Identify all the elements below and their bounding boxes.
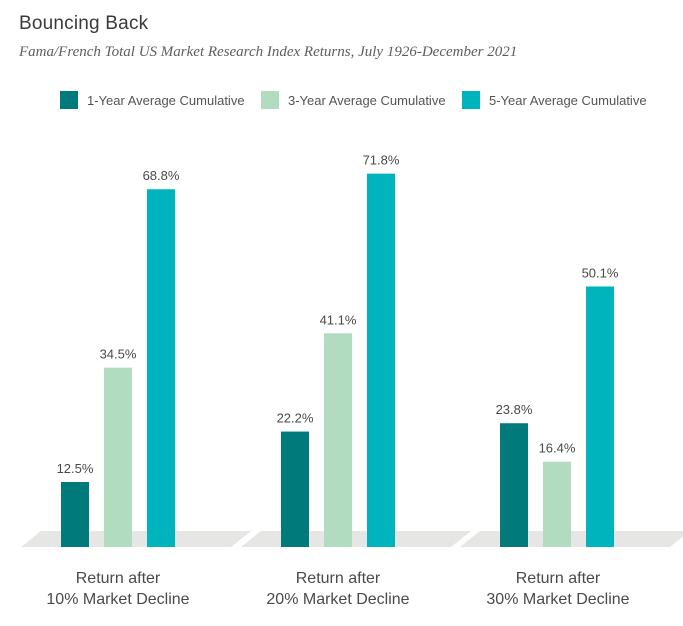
value-label-group-3-series-2: 16.4%: [539, 441, 576, 456]
bar-group-3-series-2: [543, 461, 571, 547]
legend-item-3-year: 3-Year Average Cumulative: [261, 88, 446, 112]
legend-label-1-year: 1-Year Average Cumulative: [87, 92, 245, 108]
chart-title: Bouncing Back: [19, 13, 149, 34]
bar-group-1-series-3: [147, 189, 175, 548]
floor-group-1: [21, 531, 251, 547]
legend-label-5-year: 5-Year Average Cumulative: [489, 92, 647, 108]
category-label-group-3-line-2: 30% Market Decline: [486, 591, 629, 608]
bar-group-2-series-2: [324, 333, 352, 547]
bar-group-1-series-1: [61, 482, 89, 547]
value-label-group-3-series-1: 23.8%: [496, 402, 533, 417]
value-label-group-2-series-1: 22.2%: [277, 411, 314, 426]
category-label-group-2-line-1: Return after: [296, 570, 381, 587]
legend: 1-Year Average Cumulative 3-Year Average…: [0, 88, 683, 112]
legend-swatch-5-year: [462, 91, 480, 109]
legend-swatch-3-year: [261, 91, 279, 109]
floor-group-3: [460, 531, 683, 547]
value-label-group-2-series-3: 71.8%: [363, 153, 400, 168]
legend-item-5-year: 5-Year Average Cumulative: [462, 88, 647, 112]
value-label-group-1-series-3: 68.8%: [143, 168, 180, 183]
bar-group-2-series-3: [367, 173, 395, 547]
chart-subtitle: Fama/French Total US Market Research Ind…: [19, 44, 518, 60]
bar-group-2-series-1: [281, 431, 309, 547]
category-label-group-3-line-1: Return after: [516, 570, 601, 587]
bar-group-1-series-2: [104, 367, 132, 547]
value-label-group-1-series-2: 34.5%: [100, 347, 137, 362]
value-label-group-1-series-1: 12.5%: [57, 461, 94, 476]
category-label-group-2-line-2: 20% Market Decline: [266, 591, 409, 608]
value-label-group-3-series-3: 50.1%: [582, 265, 619, 280]
bar-group-3-series-3: [586, 286, 614, 547]
legend-item-1-year: 1-Year Average Cumulative: [60, 88, 245, 112]
legend-label-3-year: 3-Year Average Cumulative: [288, 92, 446, 108]
category-label-group-1-line-1: Return after: [76, 570, 161, 587]
legend-swatch-1-year: [60, 91, 78, 109]
bar-group-3-series-1: [500, 423, 528, 547]
value-label-group-2-series-2: 41.1%: [320, 312, 357, 327]
category-label-group-1-line-2: 10% Market Decline: [46, 591, 189, 608]
floor-group-2: [241, 531, 471, 547]
